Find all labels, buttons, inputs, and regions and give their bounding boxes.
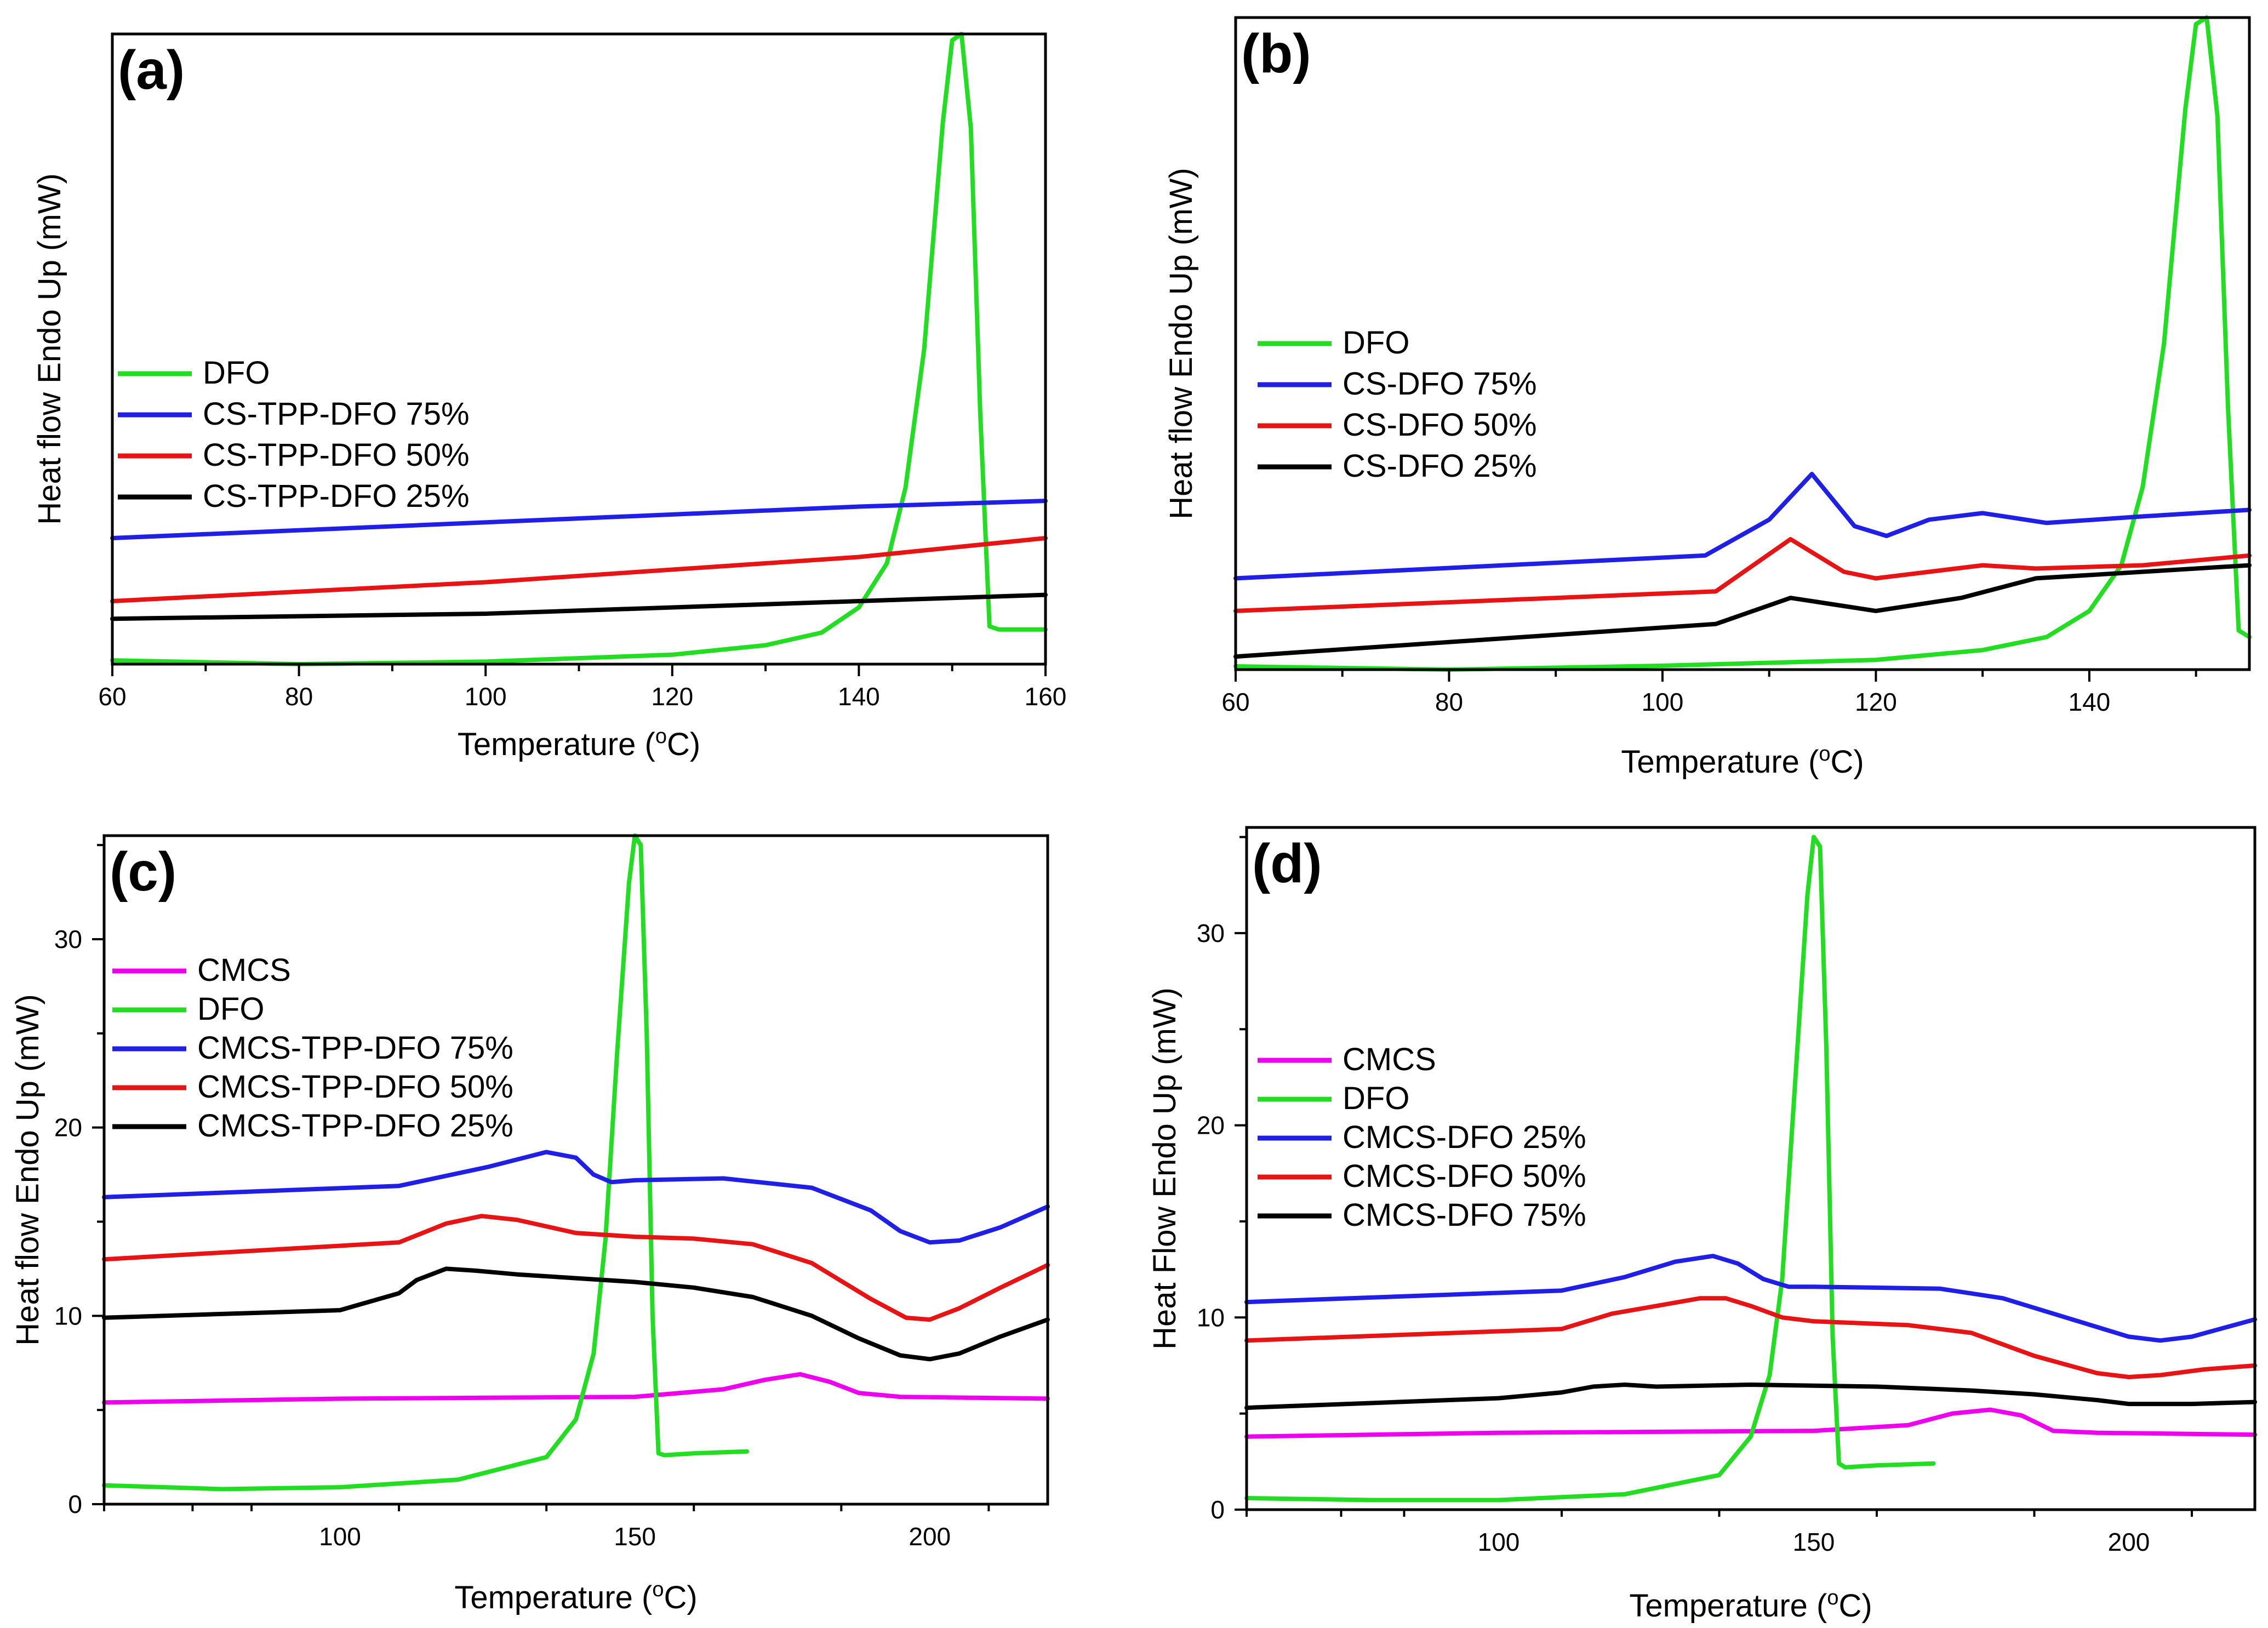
panel-label: (a) [118,39,185,101]
series-line-cmcs [102,1372,1050,1405]
y-tick-label: 0 [1210,1495,1225,1524]
y-axis-label: Heat flow Endo Up (mW) [1163,168,1199,519]
x-tick-label: 200 [909,1522,951,1551]
x-tick-label: 100 [1478,1528,1520,1556]
x-tick-label: 120 [1855,688,1897,716]
x-axis-label: Temperature (oC) [458,725,700,762]
legend-label: CS-TPP-DFO 25% [203,478,470,514]
y-tick-label: 20 [54,1113,82,1142]
series-line-cmcs-tpp-dfo-50- [102,1214,1050,1322]
x-tick-label: 140 [2069,688,2111,716]
x-tick-label: 160 [1025,682,1067,711]
y-tick-label: 10 [1197,1303,1225,1332]
legend-label: CS-DFO 50% [1342,407,1537,443]
series-line-cmcs-dfo-75- [1244,1383,2257,1410]
legend-label: CMCS-TPP-DFO 25% [197,1108,513,1144]
legend-label: CS-TPP-DFO 75% [203,396,470,432]
x-tick-label: 150 [614,1522,656,1551]
y-tick-label: 30 [54,925,82,953]
series-line-cmcs-dfo-50- [1244,1296,2257,1379]
legend-label: CS-DFO 25% [1342,448,1537,484]
y-tick-label: 20 [1197,1111,1225,1140]
series-line-cmcs-tpp-dfo-25- [102,1266,1050,1362]
series-line-cs-dfo-75- [1233,472,2252,581]
legend-label: CMCS-TPP-DFO 75% [197,1030,513,1066]
y-tick-label: 0 [68,1490,82,1518]
panel-2: 100 150 200 0 10 20 30 Temperature (oC) Heat flo… [10,833,1050,1615]
legend-label: CS-DFO 75% [1342,366,1537,402]
legend-label: DFO [197,991,264,1027]
legend-label: CMCS [1342,1042,1436,1077]
plot-frame [1245,826,2256,1511]
y-axis-label: Heat flow Endo Up (mW) [10,994,45,1345]
x-tick-label: 150 [1793,1528,1835,1556]
legend-label: DFO [1342,1081,1409,1116]
series-line-cmcs [1244,1407,2257,1439]
series-line-cmcs-dfo-25- [1244,1254,2257,1343]
x-axis-label: Temperature (oC) [454,1578,697,1615]
x-tick-label: 80 [285,682,313,711]
x-axis-label: Temperature (oC) [1621,742,1864,780]
panel-label: (d) [1252,833,1322,894]
series-line-dfo [1233,15,2252,672]
x-axis-label: Temperature (oC) [1629,1586,1872,1624]
legend-label: CS-TPP-DFO 50% [203,437,470,473]
series-line-cs-tpp-dfo-50- [110,536,1048,603]
x-tick-label: 100 [319,1522,361,1551]
y-tick-label: 10 [54,1301,82,1330]
panel-3: 100 150 200 0 10 20 30 Temperature (oC) Heat Flo… [1147,826,2257,1624]
x-tick-label: 60 [1221,688,1249,716]
y-axis-label: Heat flow Endo Up (mW) [32,173,67,524]
plot-frame [102,834,1049,1506]
legend-label: DFO [1342,325,1409,361]
series-line-dfo [102,833,750,1492]
legend-label: DFO [203,355,270,391]
plot-frame [111,32,1047,666]
x-tick-label: 140 [838,682,880,711]
x-tick-label: 80 [1435,688,1463,716]
legend-label: CMCS-DFO 25% [1342,1119,1586,1155]
x-tick-label: 60 [98,682,126,711]
panel-label: (b) [1241,23,1311,84]
panel-1: 60 80 100 120 140 Temperature (oC) Heat flow E… [1163,15,2252,780]
series-line-cs-tpp-dfo-25- [110,592,1048,621]
series-line-cs-tpp-dfo-75- [110,499,1048,540]
legend-label: CMCS [197,952,291,988]
legend-label: CMCS-TPP-DFO 50% [197,1069,513,1105]
x-tick-label: 100 [1642,688,1684,716]
x-tick-label: 100 [465,682,507,711]
legend-label: CMCS-DFO 50% [1342,1158,1586,1194]
series-line-cs-dfo-50- [1233,537,2252,613]
y-axis-label: Heat Flow Endo Up (mW) [1147,987,1182,1350]
series-line-dfo [1244,835,1936,1503]
panel-0: 60 80 100 120 140 160 Temperature (oC) Heat flo… [32,32,1067,762]
panel-label: (c) [110,841,176,902]
series-line-dfo [110,32,1048,666]
y-tick-label: 30 [1197,919,1225,947]
x-tick-label: 120 [651,682,693,711]
series-line-cmcs-tpp-dfo-75- [102,1150,1050,1245]
x-tick-label: 200 [2108,1528,2150,1556]
plot-frame [1234,16,2251,671]
series-line-cs-dfo-25- [1233,563,2252,659]
legend-label: CMCS-DFO 75% [1342,1197,1586,1233]
